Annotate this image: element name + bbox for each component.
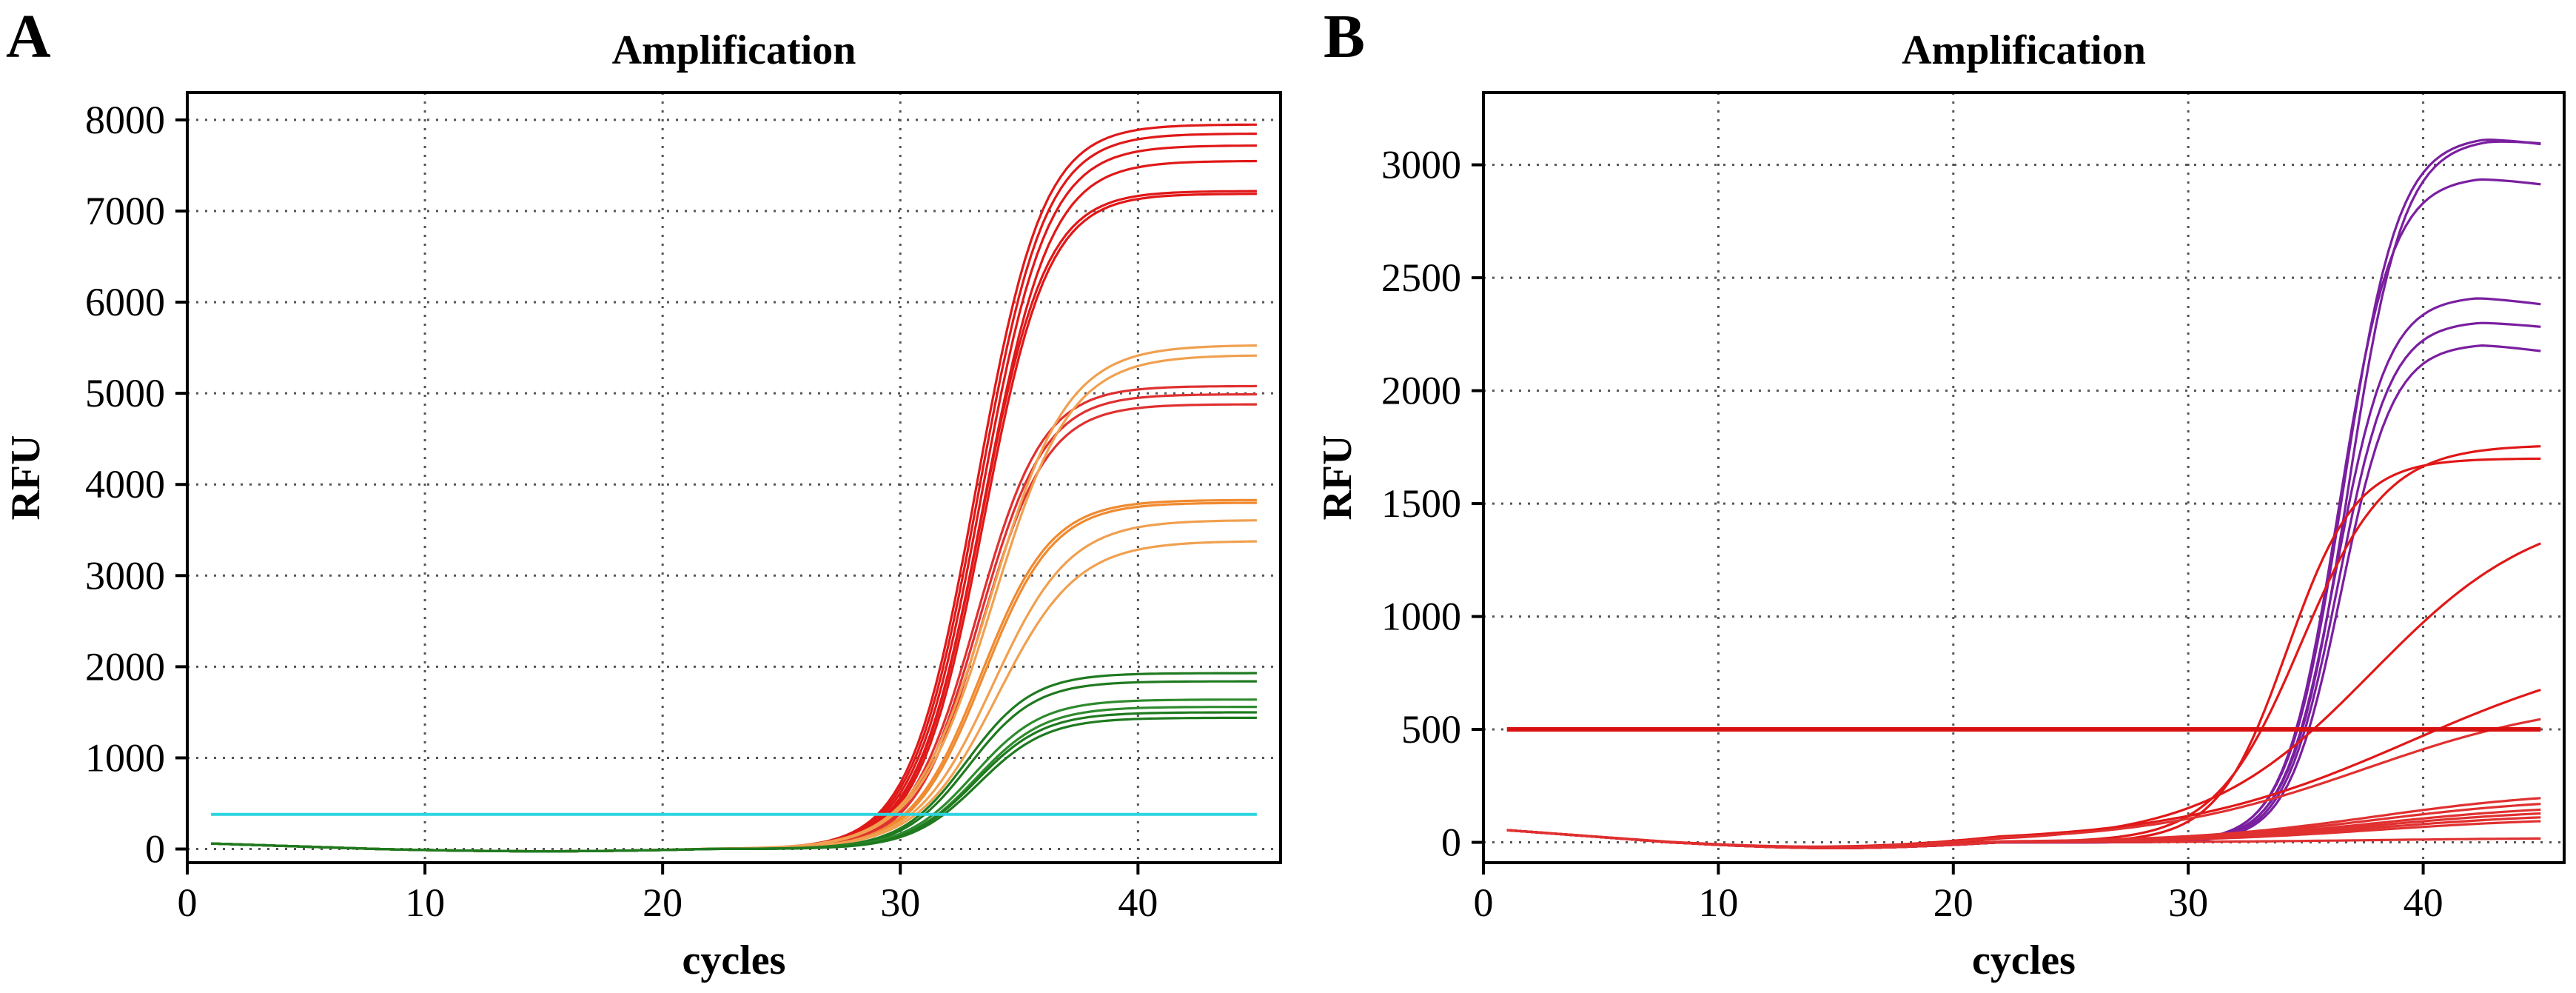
x-axis-label: cycles [682, 937, 786, 983]
x-tick-label: 10 [1698, 880, 1738, 925]
y-tick-label: 1500 [1381, 481, 1461, 526]
y-axis-label: RFU [1315, 435, 1361, 520]
x-tick-label: 20 [643, 880, 682, 925]
y-tick-label: 3000 [1381, 143, 1461, 187]
plot-area [187, 93, 1281, 863]
plot-area [1483, 93, 2564, 863]
x-tick-label: 30 [2168, 880, 2208, 925]
y-tick-label: 0 [145, 827, 165, 872]
y-tick-label: 3000 [85, 553, 165, 598]
gridlines [1483, 93, 2564, 863]
x-tick-label: 0 [178, 880, 198, 925]
y-tick-label: 2500 [1381, 255, 1461, 300]
y-tick-label: 1000 [1381, 595, 1461, 639]
x-tick-label: 20 [1933, 880, 1973, 925]
y-tick-label: 6000 [85, 280, 165, 324]
x-tick-label: 10 [405, 880, 445, 925]
chart-title: Amplification [1902, 27, 2146, 73]
y-tick-label: 1000 [85, 735, 165, 780]
y-tick-label: 5000 [85, 371, 165, 415]
panel-a: A 0 10 20 30 40 0 1000 2000 3000 4000 5000 6000 7000… [3, 2, 1282, 983]
panel-b: B 0 10 20 30 40 0 500 1000 1500 2000 2500 3000 Ampli… [1295, 0, 2576, 993]
y-axis-label: RFU [3, 435, 49, 520]
y-tick-label: 0 [1441, 820, 1461, 865]
axis-ticks: 0 10 20 30 40 0 1000 2000 3000 4000 5000 6000 7000 80… [85, 98, 1158, 925]
chart-title: Amplification [612, 27, 856, 73]
series-line-18 [1506, 829, 2541, 849]
x-tick-label: 30 [880, 880, 920, 925]
series-group [1506, 138, 2541, 849]
amplification-chart-b: 0 10 20 30 40 0 500 1000 1500 2000 2500 3000 Amplifi… [1315, 27, 2566, 983]
y-tick-label: 8000 [85, 98, 165, 142]
panel-letter: A [6, 2, 51, 71]
y-tick-label: 2000 [1381, 369, 1461, 413]
series-group [211, 123, 1257, 853]
x-tick-label: 40 [1118, 880, 1158, 925]
y-tick-label: 7000 [85, 189, 165, 233]
x-tick-label: 0 [1474, 880, 1494, 925]
plot-frame [186, 91, 1282, 864]
y-tick-label: 500 [1401, 707, 1461, 752]
gridlines [187, 93, 1281, 863]
series-line-21 [211, 716, 1257, 853]
panel-letter: B [1324, 2, 1366, 71]
y-tick-label: 2000 [85, 644, 165, 689]
y-tick-label: 4000 [85, 462, 165, 506]
x-axis-label: cycles [1972, 937, 2076, 983]
plot-frame [1482, 91, 2566, 864]
amplification-chart-a: 0 10 20 30 40 0 1000 2000 3000 4000 5000 6000 7000 80… [3, 27, 1282, 983]
axis-ticks: 0 10 20 30 40 0 500 1000 1500 2000 2500 3000 [1381, 143, 2443, 925]
x-tick-label: 40 [2404, 880, 2443, 925]
